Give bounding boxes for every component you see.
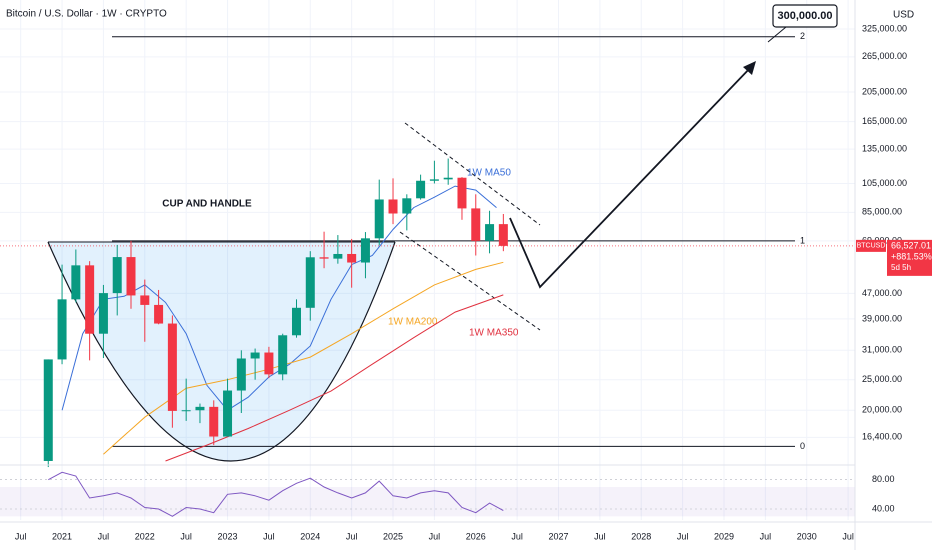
x-tick-label: 2029	[714, 531, 734, 541]
y-tick-label: 39,000.00	[862, 313, 902, 323]
rsi-tick-label: 40.00	[872, 503, 895, 513]
candle-body	[305, 257, 315, 308]
candle-body	[278, 335, 288, 375]
candle-body	[236, 358, 246, 391]
candle-body	[498, 224, 508, 246]
candle-body	[250, 352, 260, 359]
candle-body	[319, 257, 329, 259]
y-tick-label: 31,000.00	[862, 345, 902, 355]
candle-body	[98, 293, 108, 334]
x-tick-label: Jul	[346, 531, 358, 541]
y-tick-label: 16,400.00	[862, 432, 902, 442]
arrow-head	[743, 61, 756, 75]
cup-outline	[47, 241, 396, 462]
x-tick-label: Jul	[677, 531, 689, 541]
channel-line	[404, 122, 541, 226]
callout-line	[767, 26, 787, 43]
x-tick-label: Jul	[15, 531, 27, 541]
candle-body	[57, 299, 67, 360]
candle-body	[485, 224, 495, 241]
candle-body	[140, 295, 150, 305]
candle-body	[388, 199, 398, 214]
y-tick-label: 20,000.00	[862, 405, 902, 415]
candle-body	[471, 208, 481, 241]
symbol-tag	[856, 239, 886, 252]
candle-body	[126, 257, 136, 296]
x-tick-label: 2025	[383, 531, 403, 541]
x-tick-label: 2028	[631, 531, 651, 541]
y-tick-label: 105,000.00	[862, 178, 907, 188]
candle-body	[209, 406, 219, 437]
candle-body	[360, 238, 370, 263]
countdown-label: 5d 5h	[891, 263, 911, 272]
x-tick-label: Jul	[760, 531, 772, 541]
x-tick-label: 2026	[466, 531, 486, 541]
x-tick-label: 2023	[218, 531, 238, 541]
y-tick-label: 47,000.00	[862, 288, 902, 298]
candle-body	[429, 179, 439, 181]
symbol-label: BTCUSD	[857, 243, 886, 250]
x-tick-label: 2027	[548, 531, 568, 541]
chart-title: Bitcoin / U.S. Dollar · 1W · CRYPTO	[6, 9, 167, 20]
x-tick-label: 2030	[797, 531, 817, 541]
candle-body	[374, 199, 384, 239]
x-tick-label: 2024	[300, 531, 320, 541]
x-tick-label: Jul	[98, 531, 110, 541]
x-tick-label: Jul	[511, 531, 523, 541]
y-tick-label: 85,000.00	[862, 207, 902, 217]
pattern-label: CUP AND HANDLE	[162, 199, 252, 210]
x-tick-label: Jul	[429, 531, 441, 541]
y-tick-label: 205,000.00	[862, 86, 907, 96]
candle-body	[291, 307, 301, 336]
candle-body	[402, 198, 412, 214]
target-label: 300,000.00	[777, 10, 832, 22]
candle-body	[264, 352, 274, 375]
candle-body	[223, 390, 233, 437]
candle-body	[195, 406, 205, 411]
candle-body	[112, 257, 122, 294]
y-tick-label: 25,000.00	[862, 374, 902, 384]
candle-body	[43, 359, 53, 461]
y-tick-label: 135,000.00	[862, 143, 907, 153]
currency-label: USD	[893, 10, 914, 21]
projection-path	[509, 65, 753, 289]
change-label: +881.53%	[891, 251, 932, 261]
y-tick-label: 325,000.00	[862, 23, 907, 33]
candle-body	[416, 180, 426, 199]
y-tick-label: 165,000.00	[862, 116, 907, 126]
ma-label: 1W MA350	[469, 328, 519, 339]
candle-body	[154, 304, 164, 324]
price-label: 66,527.01	[891, 240, 931, 250]
candle-body	[347, 253, 357, 263]
fib-label: 1	[800, 235, 805, 245]
rsi-tick-label: 80.00	[872, 474, 895, 484]
ma-label: 1W MA50	[467, 168, 511, 179]
candle-body	[85, 265, 95, 334]
rsi-line	[48, 471, 504, 517]
fib-label: 2	[800, 31, 805, 41]
x-tick-label: 2021	[52, 531, 72, 541]
price-tag	[887, 239, 932, 276]
candle-body	[167, 323, 177, 411]
candle-body	[181, 410, 191, 412]
callout-box	[772, 4, 838, 28]
candle-body	[457, 177, 467, 209]
channel-line	[399, 231, 541, 331]
candle-body	[443, 177, 453, 180]
fib-label: 0	[800, 441, 805, 451]
candle-body	[71, 265, 81, 300]
x-tick-label: 2022	[135, 531, 155, 541]
ma-label: 1W MA200	[388, 317, 438, 328]
moving-average	[165, 294, 504, 462]
axes: 325,000.00 265,000.00 205,000.00 165,000.00…	[15, 23, 932, 541]
x-tick-label: Jul	[842, 531, 854, 541]
y-tick-label: 265,000.00	[862, 51, 907, 61]
plot: 0 1 2 1W MA50 1W MA200 1W MA350	[0, 31, 855, 517]
x-tick-label: Jul	[180, 531, 192, 541]
candle-body	[333, 253, 343, 259]
x-tick-label: Jul	[594, 531, 606, 541]
x-tick-label: Jul	[263, 531, 275, 541]
